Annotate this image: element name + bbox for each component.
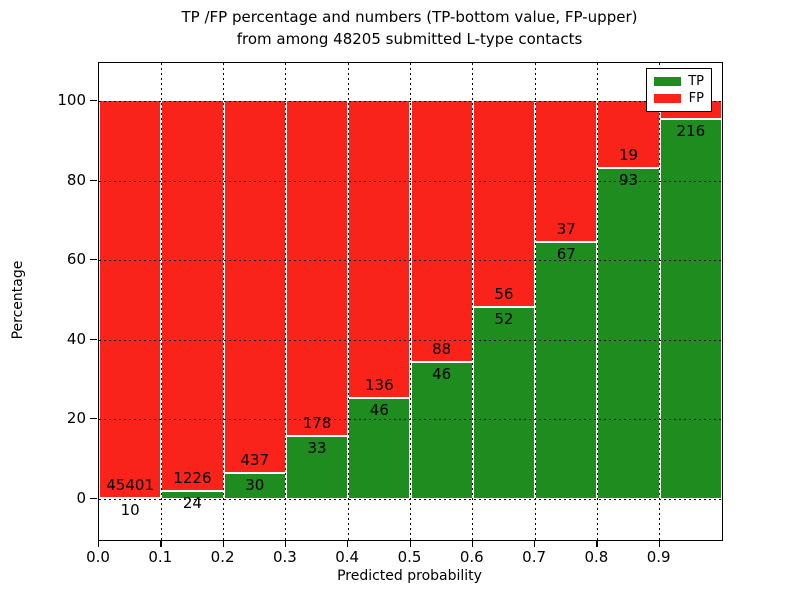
horizontal-gridline bbox=[99, 101, 722, 102]
x-axis-tick bbox=[98, 540, 100, 547]
bar-segment-fp bbox=[161, 101, 224, 491]
bar-segment-fp bbox=[285, 101, 349, 437]
y-axis-tick bbox=[90, 179, 97, 181]
bar-segment-fp bbox=[472, 101, 536, 308]
x-tick-label: 0.4 bbox=[335, 548, 360, 566]
y-axis-tick bbox=[90, 338, 97, 340]
tp-count-label: 93 bbox=[618, 171, 639, 190]
y-axis-tick bbox=[90, 418, 97, 420]
bar-segment-tp bbox=[348, 398, 411, 499]
tp-count-label: 52 bbox=[494, 310, 514, 329]
legend-fp-label: FP bbox=[688, 91, 704, 106]
x-tick-label: 0.2 bbox=[210, 548, 235, 566]
vertical-gridline bbox=[347, 63, 349, 540]
tp-count-label: 216 bbox=[676, 121, 706, 140]
horizontal-gridline bbox=[99, 498, 722, 500]
x-axis-tick bbox=[284, 540, 287, 547]
tp-count-label: 67 bbox=[556, 245, 576, 264]
x-axis-tick bbox=[534, 540, 536, 547]
x-axis-tick bbox=[160, 540, 162, 547]
fp-count-label: 136 bbox=[365, 376, 394, 395]
x-tick-label: 0.3 bbox=[272, 548, 297, 566]
vertical-gridline bbox=[410, 63, 411, 540]
tp-count-label: 10 bbox=[120, 501, 140, 520]
x-axis-tick bbox=[596, 540, 598, 547]
legend: TP FP bbox=[646, 68, 712, 112]
x-tick-label: 0.8 bbox=[584, 548, 609, 566]
y-tick-label: 80 bbox=[66, 170, 86, 189]
horizontal-gridline bbox=[99, 260, 722, 261]
bar-segment-fp bbox=[535, 101, 598, 243]
vertical-gridline bbox=[285, 63, 287, 540]
legend-fp-swatch-icon bbox=[654, 94, 681, 103]
x-axis-tick bbox=[347, 540, 349, 547]
tp-count-label: 46 bbox=[432, 365, 452, 384]
bar-segment-tp bbox=[161, 490, 224, 499]
fp-count-label: 1226 bbox=[173, 468, 212, 487]
legend-tp-label: TP bbox=[688, 74, 704, 89]
x-axis-tick bbox=[471, 540, 474, 547]
horizontal-gridline bbox=[99, 180, 722, 182]
y-tick-label: 100 bbox=[57, 91, 86, 109]
bar-segment-fp bbox=[410, 101, 473, 363]
tp-count-label: 46 bbox=[369, 401, 389, 420]
y-tick-label: 20 bbox=[66, 409, 86, 427]
fp-count-label: 56 bbox=[494, 285, 514, 304]
y-tick-label: 60 bbox=[66, 250, 86, 268]
bar-segment-fp bbox=[223, 101, 286, 473]
bar-segment-tp bbox=[285, 436, 349, 499]
x-tick-label: 0.7 bbox=[522, 548, 547, 566]
y-tick-label: 40 bbox=[66, 329, 86, 348]
vertical-gridline bbox=[472, 63, 474, 540]
tp-count-label: 33 bbox=[307, 439, 327, 458]
bar-segment-tp bbox=[535, 242, 598, 499]
x-axis-tick bbox=[658, 540, 660, 547]
x-tick-label: 0.0 bbox=[86, 548, 110, 566]
vertical-gridline bbox=[659, 63, 661, 540]
chart-title: TP /FP percentage and numbers (TP-bottom… bbox=[98, 6, 721, 50]
fp-count-label: 45401 bbox=[106, 476, 154, 495]
vertical-gridline bbox=[596, 63, 598, 540]
bar-segment-tp bbox=[223, 472, 286, 499]
vertical-gridline bbox=[160, 63, 162, 540]
plot-area: 45401 10 1226 24 437 30 178 33 136 46 88 46 56 52 37 67… bbox=[98, 62, 723, 541]
chart-title-line1: TP /FP percentage and numbers (TP-bottom… bbox=[181, 8, 638, 26]
horizontal-gridline bbox=[99, 339, 722, 341]
chart-title-line2: from among 48205 submitted L-type contac… bbox=[236, 30, 583, 48]
bar-segment-tp bbox=[659, 118, 722, 499]
y-axis-tick bbox=[90, 100, 97, 102]
legend-entry: FP bbox=[654, 90, 704, 107]
vertical-gridline bbox=[534, 63, 536, 540]
x-axis-tick bbox=[222, 540, 224, 547]
fp-count-label: 437 bbox=[240, 450, 270, 469]
bar-segment-tp bbox=[410, 362, 473, 499]
vertical-gridline bbox=[223, 63, 225, 540]
fp-count-label: 37 bbox=[556, 220, 576, 239]
tp-count-label: 30 bbox=[245, 475, 265, 494]
x-tick-label: 0.1 bbox=[148, 548, 173, 566]
y-axis-label: Percentage bbox=[10, 260, 26, 340]
x-axis-label: Predicted probability bbox=[337, 568, 482, 584]
x-tick-label: 0.5 bbox=[397, 548, 422, 566]
bar-segment-tp bbox=[597, 168, 660, 499]
fp-count-label: 88 bbox=[432, 340, 452, 359]
x-tick-label: 0.6 bbox=[459, 548, 484, 566]
y-tick-label: 0 bbox=[76, 488, 86, 507]
bar-segment-fp bbox=[348, 101, 411, 399]
bar-segment-tp bbox=[472, 307, 536, 499]
fp-count-label: 19 bbox=[618, 146, 639, 165]
horizontal-gridline bbox=[99, 419, 722, 420]
legend-tp-swatch-icon bbox=[654, 77, 681, 86]
fp-count-label: 178 bbox=[302, 414, 332, 433]
y-axis-tick bbox=[90, 497, 97, 499]
bar-segment-fp bbox=[99, 101, 162, 499]
legend-entry: TP bbox=[654, 73, 704, 90]
x-axis-tick bbox=[409, 540, 411, 547]
bar-segment-fp bbox=[597, 101, 660, 169]
x-tick-label: 0.9 bbox=[646, 548, 671, 566]
y-axis-tick bbox=[90, 259, 97, 261]
tp-count-label: 24 bbox=[182, 493, 202, 512]
